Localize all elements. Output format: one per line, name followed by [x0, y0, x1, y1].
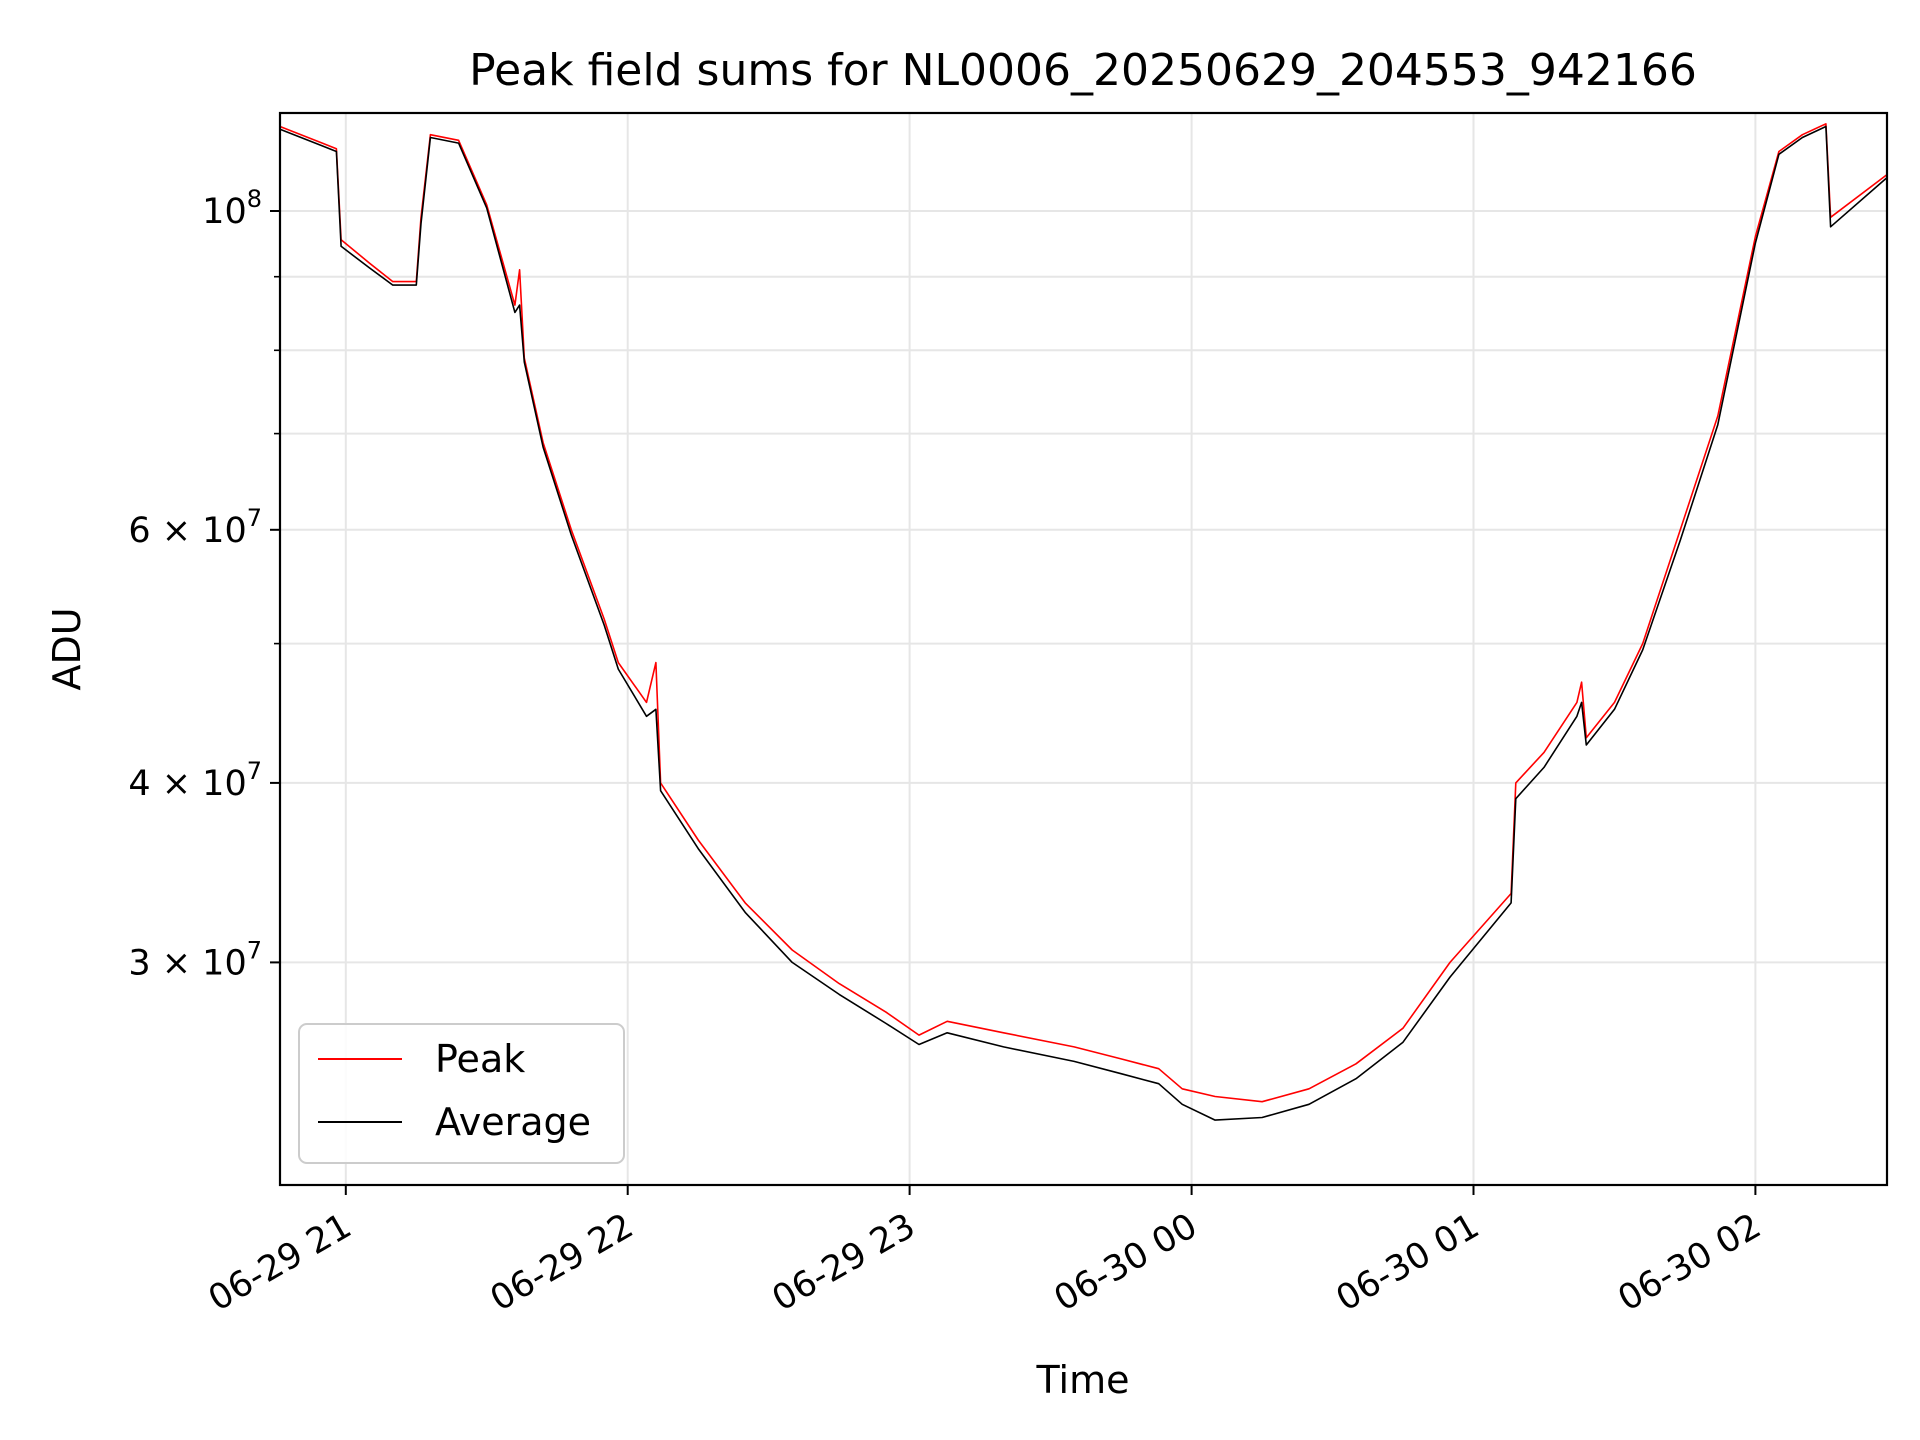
plot-frame — [278, 111, 1889, 1187]
series-line-peak — [279, 123, 1888, 1103]
x-axis-label: Time — [1036, 1358, 1130, 1402]
y-tick-label: 108 — [202, 185, 262, 232]
y-axis: 108 6 × 107 4 × 107 3 × 107 — [128, 185, 280, 983]
series-lines — [279, 123, 1888, 1121]
y-tick-label: 4 × 107 — [128, 757, 262, 804]
series-line-average — [279, 125, 1888, 1121]
y-tick-label: 6 × 107 — [128, 504, 262, 551]
grid — [280, 113, 1887, 1185]
y-tick-label: 3 × 107 — [128, 936, 262, 983]
legend-label-average: Average — [435, 1100, 591, 1144]
chart-title: Peak field sums for NL0006_20250629_2045… — [469, 45, 1697, 96]
y-axis-label: ADU — [45, 607, 89, 690]
legend: Peak Average — [298, 1023, 625, 1164]
legend-label-peak: Peak — [435, 1037, 525, 1081]
